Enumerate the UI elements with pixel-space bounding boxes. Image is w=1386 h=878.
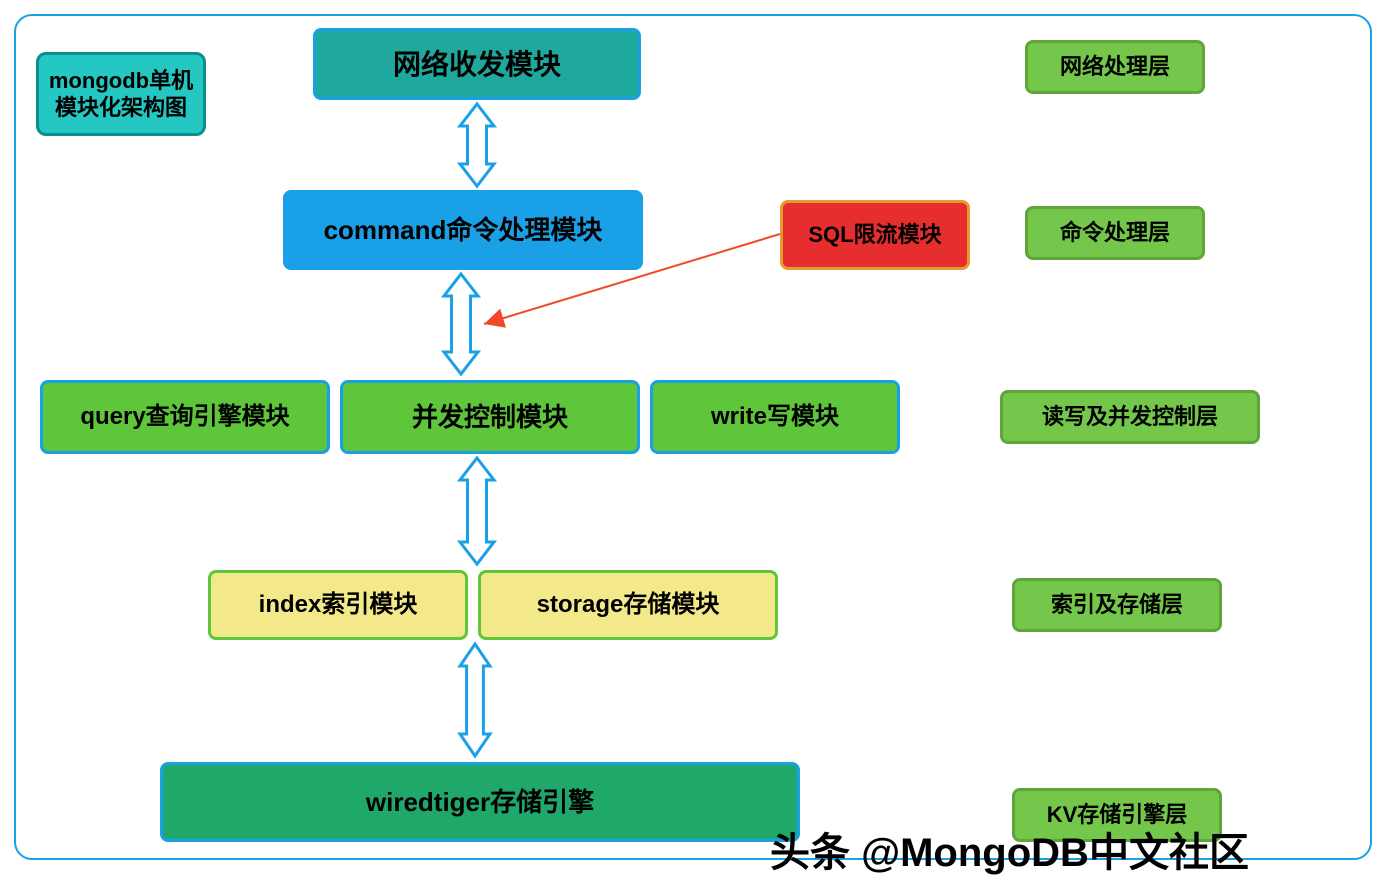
watermark-text: 头条 @MongoDB中文社区 xyxy=(770,820,1249,878)
node-index: index索引模块 xyxy=(208,570,468,640)
diagram-canvas: mongodb单机 模块化架构图 网络收发模块 command命令处理模块 SQL限流… xyxy=(0,0,1386,874)
node-network: 网络收发模块 xyxy=(313,28,641,100)
node-query: query查询引擎模块 xyxy=(40,380,330,454)
node-layer_rw: 读写及并发控制层 xyxy=(1000,390,1260,444)
node-wiredtiger: wiredtiger存储引擎 xyxy=(160,762,800,842)
node-layer_idx: 索引及存储层 xyxy=(1012,578,1222,632)
node-title: mongodb单机 模块化架构图 xyxy=(36,52,206,136)
node-layer_net: 网络处理层 xyxy=(1025,40,1205,94)
node-command: command命令处理模块 xyxy=(283,190,643,270)
node-concurrency: 并发控制模块 xyxy=(340,380,640,454)
node-layer_cmd: 命令处理层 xyxy=(1025,206,1205,260)
node-storage: storage存储模块 xyxy=(478,570,778,640)
node-write: write写模块 xyxy=(650,380,900,454)
node-sql_limit: SQL限流模块 xyxy=(780,200,970,270)
